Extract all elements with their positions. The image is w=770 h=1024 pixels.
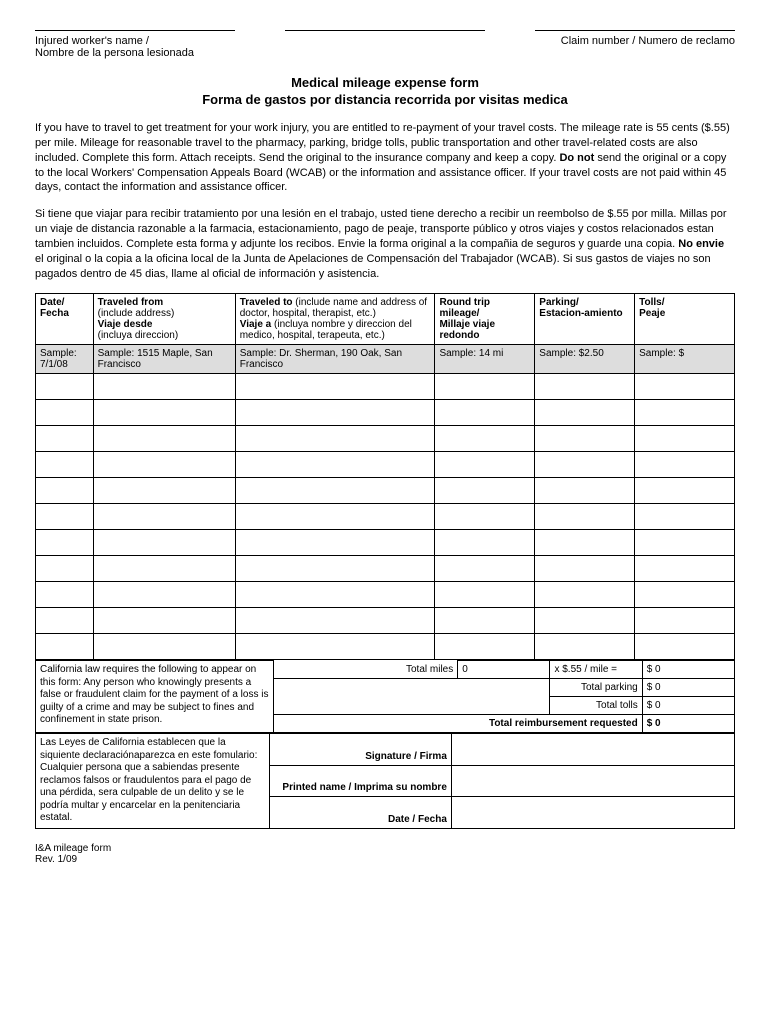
table-row[interactable]	[36, 452, 735, 478]
mileage-table: Date/ Fecha Traveled from (include addre…	[35, 293, 735, 660]
totals-section: California law requires the following to…	[35, 660, 735, 733]
col-tolls-header: Tolls/ Peaje	[635, 294, 735, 345]
worker-name-label-es: Nombre de la persona lesionada	[35, 47, 194, 59]
middle-line	[285, 30, 485, 31]
date-field[interactable]	[451, 797, 734, 829]
col-from-header: Traveled from (include address) Viaje de…	[93, 294, 235, 345]
col-park-header: Parking/ Estacion-amiento	[535, 294, 635, 345]
table-row[interactable]	[36, 478, 735, 504]
signature-field[interactable]	[451, 734, 734, 766]
worker-name-label: Injured worker's name /	[35, 35, 194, 47]
table-row[interactable]	[36, 634, 735, 660]
total-parking-label: Total parking	[550, 679, 642, 697]
col-to-header: Traveled to (include name and address of…	[235, 294, 435, 345]
paragraph-es: Si tiene que viajar para recibir tratami…	[35, 207, 735, 281]
table-row[interactable]	[36, 504, 735, 530]
date-label: Date / Fecha	[270, 797, 452, 829]
rate-label: x $.55 / mile =	[550, 661, 642, 679]
legal-text-es: Las Leyes de California establecen que l…	[36, 734, 270, 829]
table-row[interactable]	[36, 530, 735, 556]
table-row[interactable]	[36, 374, 735, 400]
table-row[interactable]	[36, 608, 735, 634]
signature-label: Signature / Firma	[270, 734, 452, 766]
total-tolls-value[interactable]: $ 0	[642, 697, 734, 715]
sample-row: Sample: 7/1/08 Sample: 1515 Maple, San F…	[36, 345, 735, 374]
table-row[interactable]	[36, 400, 735, 426]
form-title: Medical mileage expense form	[35, 75, 735, 90]
footer: I&A mileage form Rev. 1/09	[35, 843, 735, 865]
name-line[interactable]	[35, 30, 235, 31]
rate-value: $ 0	[642, 661, 734, 679]
table-row[interactable]	[36, 582, 735, 608]
signature-section: Las Leyes de California establecen que l…	[35, 733, 735, 829]
claim-line[interactable]	[535, 30, 735, 31]
printed-name-label: Printed name / Imprima su nombre	[270, 765, 452, 797]
table-row[interactable]	[36, 426, 735, 452]
paragraph-en: If you have to travel to get treatment f…	[35, 121, 735, 195]
total-tolls-label: Total tolls	[550, 697, 642, 715]
total-miles-value[interactable]: 0	[458, 661, 550, 679]
total-reimbursement-label: Total reimbursement requested	[273, 715, 642, 733]
claim-number-label: Claim number / Numero de reclamo	[561, 35, 735, 59]
printed-name-field[interactable]	[451, 765, 734, 797]
col-date-header: Date/ Fecha	[36, 294, 94, 345]
total-parking-value[interactable]: $ 0	[642, 679, 734, 697]
col-miles-header: Round trip mileage/ Millaje viaje redond…	[435, 294, 535, 345]
total-miles-label: Total miles	[273, 661, 458, 679]
legal-text-en: California law requires the following to…	[36, 661, 274, 733]
total-reimbursement-value: $ 0	[642, 715, 734, 733]
form-subtitle: Forma de gastos por distancia recorrida …	[35, 92, 735, 107]
table-row[interactable]	[36, 556, 735, 582]
